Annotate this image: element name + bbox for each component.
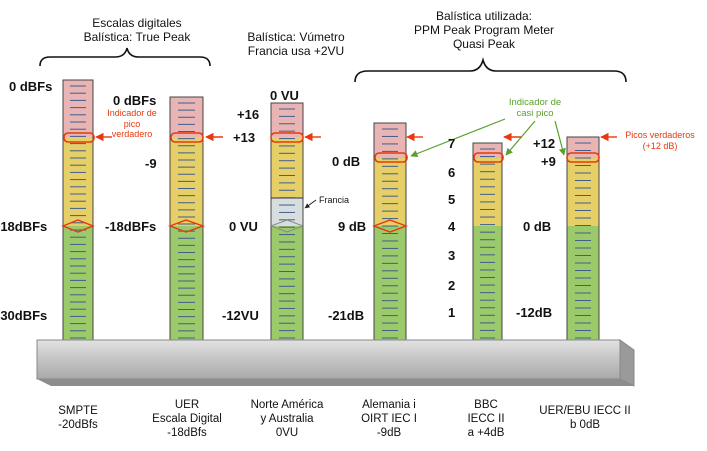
uer-label-9: -9 <box>145 156 157 171</box>
smpte-label-30dbfs: -30dBFs <box>0 308 48 323</box>
bbc-label-4: 4 <box>448 219 456 234</box>
alemania-label-0db: 0 dB <box>332 154 361 169</box>
meter-uer-ebu <box>566 136 600 341</box>
vu-reference-diamond <box>269 219 305 233</box>
caption-smpte: SMPTE -20dBfs <box>58 405 98 431</box>
header-vu-ballistic: Balística: Vúmetro Francia usa +2VU <box>247 30 345 58</box>
caption-uer-digital: UER Escala Digital -18dBfs <box>152 399 222 439</box>
brace-ppm <box>354 56 627 83</box>
meter-smpte <box>62 79 94 341</box>
ebu-label-plus9: +9 <box>541 154 556 169</box>
bbc-label-7: 7 <box>448 136 456 151</box>
caption-uer-ebu: UER/EBU IECC II b 0dB <box>539 405 631 431</box>
vu-label-minus12vu: -12VU <box>222 308 259 323</box>
vu-label-0vu: 0 VU <box>229 219 258 234</box>
smpte-label-18dbfs: -18dBFs <box>0 219 48 234</box>
vu-label-top-0vu: 0 VU <box>270 88 299 103</box>
true-peak-markers <box>63 132 600 163</box>
alemania-label-minus21db: -21dB <box>328 308 365 323</box>
uer-label-18dbfs: -18dBFs <box>105 219 157 234</box>
uer-label-0dbfs: 0 dBFs <box>113 93 157 108</box>
caption-alemania: Alemania i OIRT IEC I -9dB <box>361 399 417 439</box>
brace-digital <box>39 47 211 67</box>
quasi-peak-indicator-note: Indicador de casi pico <box>508 97 562 119</box>
vu-label-plus13: +13 <box>233 130 256 145</box>
meter-vu <box>270 102 304 341</box>
true-peak-indicator-note: Indicador de pico verdadero <box>107 108 157 139</box>
caption-north-america: Norte América y Australia 0VU <box>250 399 324 439</box>
base-bar <box>36 339 635 387</box>
vu-label-plus16: +16 <box>237 107 260 122</box>
reference-diamonds <box>61 219 408 233</box>
meter-uer-digital <box>169 96 204 341</box>
ebu-label-plus12: +12 <box>533 136 556 151</box>
bbc-label-3: 3 <box>448 248 456 263</box>
bbc-label-6: 6 <box>448 165 456 180</box>
alemania-label-9db: 9 dB <box>338 219 367 234</box>
meter-bbc <box>472 142 503 341</box>
ebu-label-minus12db: -12dB <box>516 305 553 320</box>
bbc-label-5: 5 <box>448 192 456 207</box>
france-arrow <box>304 199 317 209</box>
quasi-peak-arrows <box>410 118 566 157</box>
france-note: Francia <box>319 195 350 205</box>
true-peaks-12db-note: Picos verdaderos (+12 dB) <box>625 130 695 151</box>
ebu-label-0db: 0 dB <box>523 219 552 234</box>
header-digital-scales: Escalas digitales Balística: True Peak <box>83 16 191 44</box>
smpte-label-0dbfs: 0 dBFs <box>9 79 53 94</box>
meter-alemania <box>373 122 407 341</box>
header-ppm-ballistic: Balística utilizada: PPM Peak Program Me… <box>413 9 555 51</box>
bbc-label-2: 2 <box>448 278 456 293</box>
caption-bbc: BBC IECC II a +4dB <box>467 399 505 439</box>
bbc-label-1: 1 <box>448 305 456 320</box>
